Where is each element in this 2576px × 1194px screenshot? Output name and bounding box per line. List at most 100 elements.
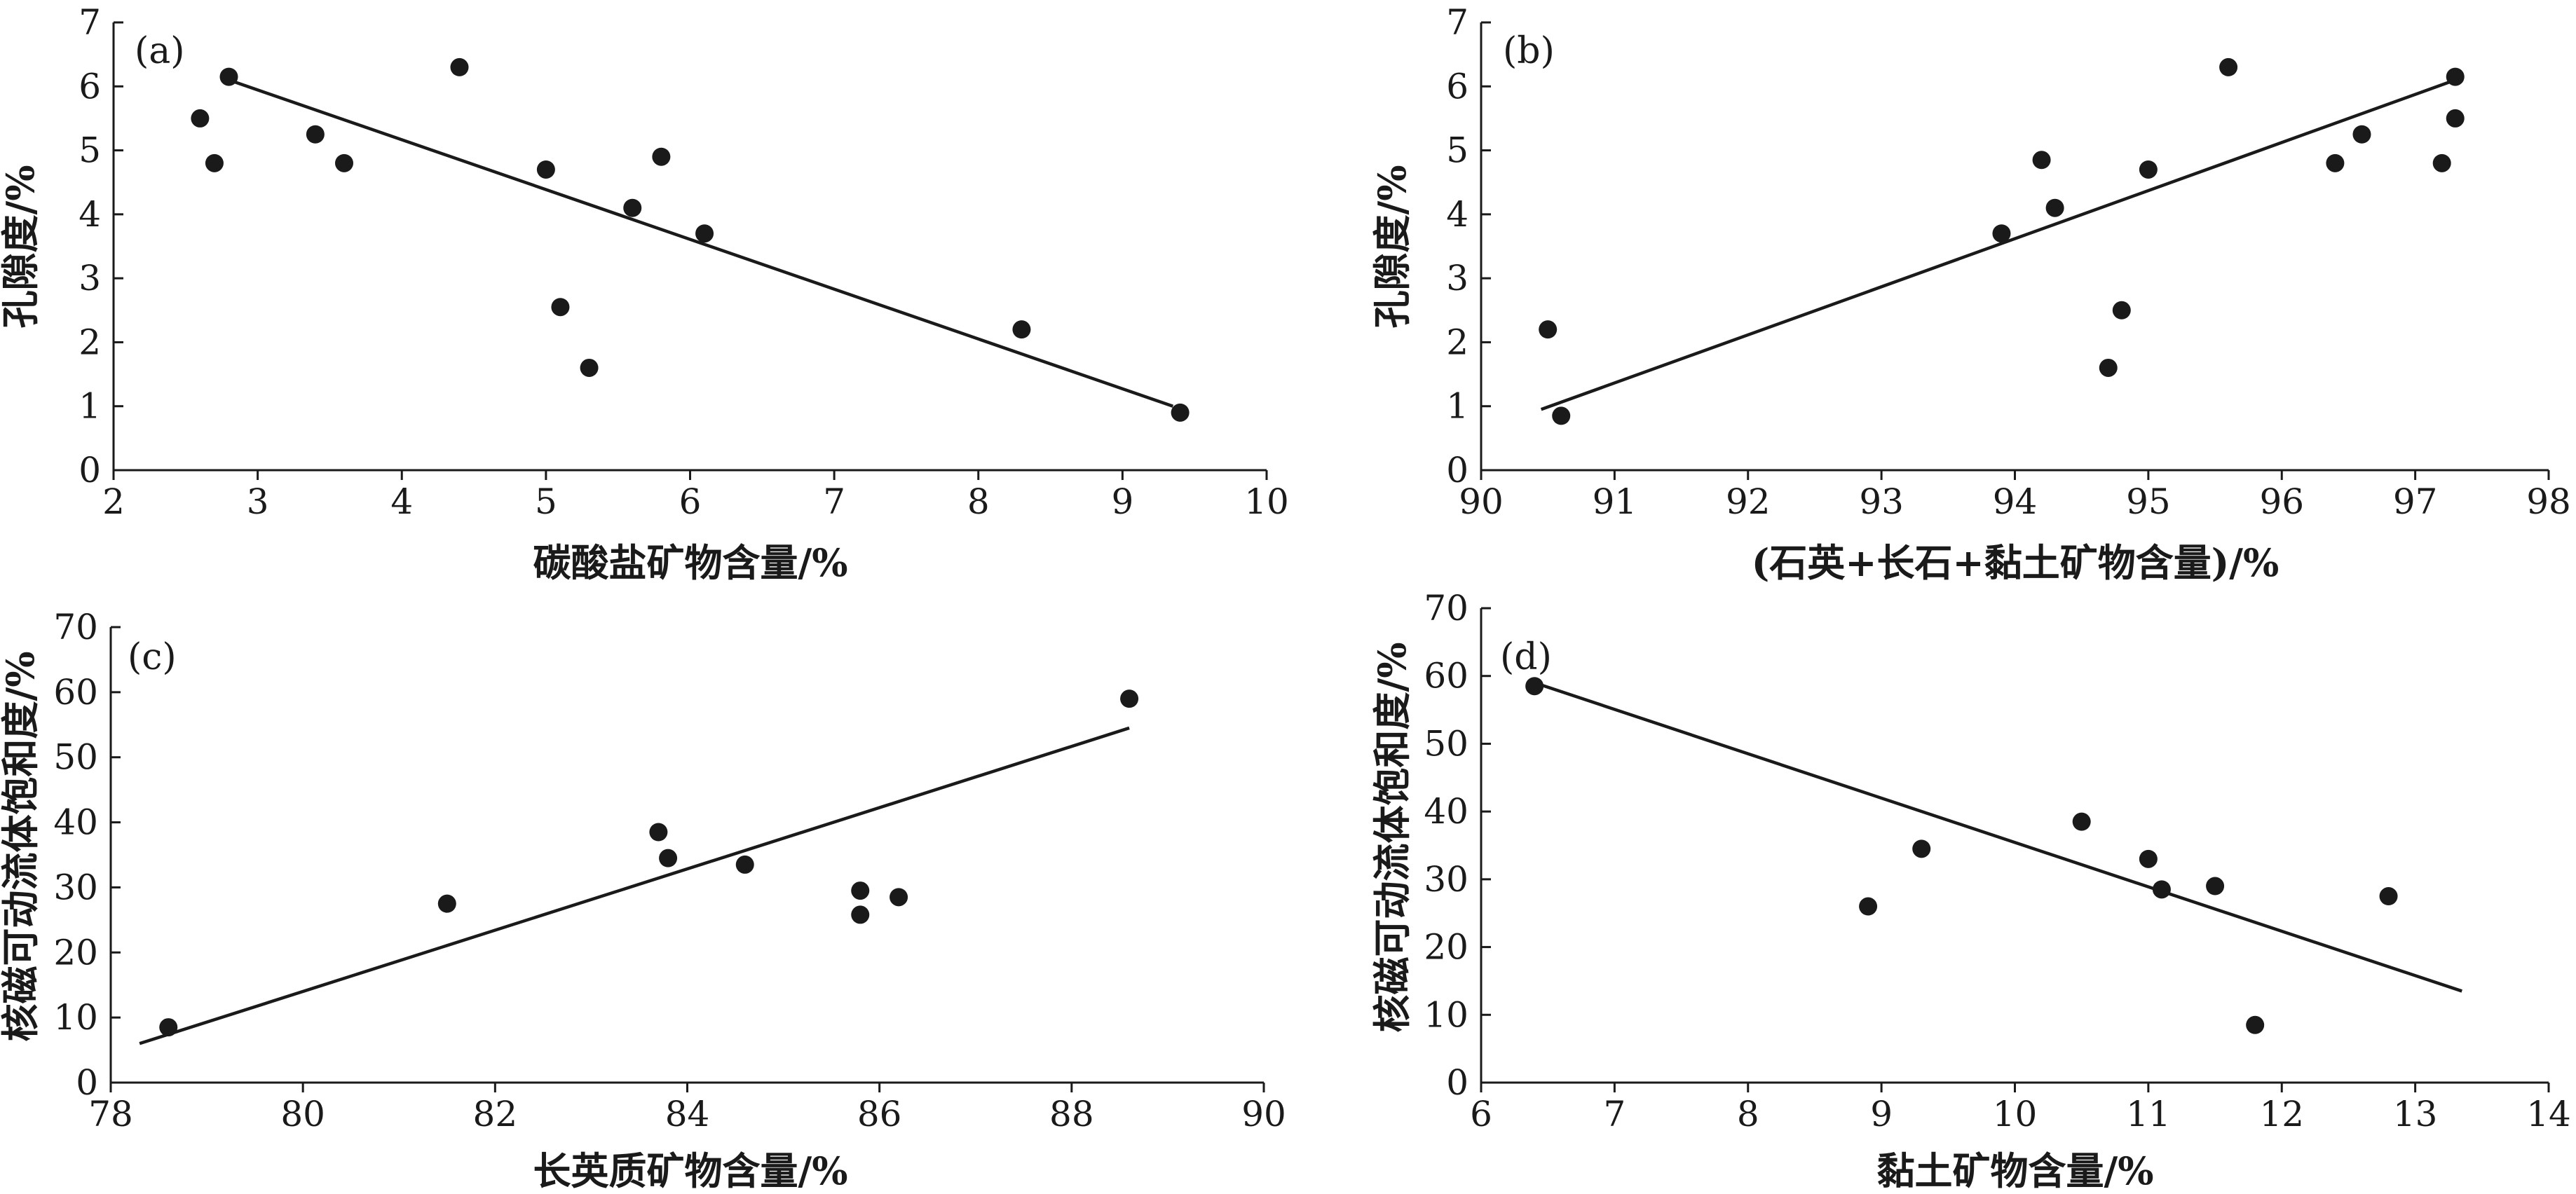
- x-tick-label: 9: [1111, 481, 1133, 522]
- x-tick-label: 6: [1470, 1094, 1492, 1134]
- data-point: [659, 849, 678, 867]
- x-tick-label: 5: [535, 481, 557, 522]
- y-tick-label: 70: [1424, 588, 1468, 629]
- x-axis-title-b: (石英+长石+黏土矿物含量)/%: [1752, 540, 2279, 585]
- data-point: [1859, 897, 1878, 916]
- data-point: [2326, 153, 2345, 172]
- x-tick-label: 8: [1737, 1094, 1759, 1134]
- data-point: [649, 823, 668, 842]
- y-tick-label: 50: [53, 737, 98, 778]
- x-axis-title-a: 碳酸盐矿物含量/%: [533, 540, 847, 585]
- data-point: [437, 894, 456, 913]
- y-tick-label: 60: [1424, 656, 1468, 696]
- x-tick-label: 7: [823, 481, 845, 522]
- data-point: [623, 198, 642, 217]
- data-point: [2152, 880, 2171, 899]
- data-point: [1912, 839, 1931, 858]
- data-point: [2045, 198, 2064, 217]
- trend-line: [1540, 78, 2456, 411]
- x-tick-label: 98: [2526, 481, 2571, 522]
- panel-label-c: (c): [128, 636, 177, 678]
- x-tick-label: 2: [102, 481, 125, 522]
- y-tick-label: 6: [1446, 66, 1468, 107]
- y-axis-title-c: 核磁可动流体饱和度/%: [0, 651, 43, 1041]
- y-tick-label: 70: [53, 607, 98, 647]
- panel-label-d: (d): [1500, 636, 1552, 678]
- data-point: [890, 888, 908, 907]
- x-tick-label: 91: [1593, 481, 1637, 522]
- y-tick-label: 10: [53, 997, 98, 1038]
- y-tick-label: 5: [79, 130, 101, 171]
- data-point: [205, 153, 224, 172]
- data-point: [851, 905, 870, 924]
- data-point: [2432, 153, 2451, 172]
- y-tick-label: 60: [53, 672, 98, 713]
- y-tick-label: 4: [1446, 194, 1468, 235]
- trend-line: [139, 726, 1130, 1045]
- x-tick-label: 7: [1603, 1094, 1626, 1134]
- data-point: [1552, 406, 1571, 425]
- y-axis-title-d: 核磁可动流体饱和度/%: [1370, 642, 1415, 1032]
- data-point: [2206, 877, 2225, 895]
- x-tick-label: 96: [2259, 481, 2304, 522]
- y-tick-label: 7: [79, 2, 101, 43]
- data-point: [2219, 57, 2238, 76]
- panel-label-a: (a): [135, 30, 185, 72]
- y-tick-label: 2: [1446, 322, 1468, 362]
- x-axis-title-c: 长英质矿物含量/%: [533, 1148, 847, 1193]
- y-tick-label: 0: [1446, 450, 1468, 490]
- panel-a: (a) 碳酸盐矿物含量/% 孔隙度/% 2 3 4 5 6 7 8 9 10 0 1 2 3 4 5 6 7: [0, 2, 1289, 585]
- y-tick-label: 5: [1446, 130, 1468, 171]
- data-point: [851, 881, 870, 900]
- x-tick-label: 92: [1726, 481, 1771, 522]
- y-axis-title-a: 孔隙度/%: [0, 165, 43, 328]
- x-tick-label: 94: [1993, 481, 2038, 522]
- data-point: [2352, 125, 2371, 144]
- y-axis-title-b: 孔隙度/%: [1370, 165, 1415, 328]
- x-tick-label: 9: [1870, 1094, 1893, 1134]
- y-tick-label: 20: [1424, 927, 1468, 968]
- data-point: [551, 298, 570, 317]
- data-point: [2446, 109, 2465, 128]
- data-point: [2379, 887, 2398, 906]
- x-tick-label: 80: [280, 1094, 325, 1134]
- data-point: [2139, 160, 2158, 179]
- data-point: [2246, 1015, 2265, 1034]
- data-point: [695, 224, 714, 243]
- data-point: [450, 57, 469, 76]
- data-point: [2139, 849, 2158, 868]
- y-tick-label: 0: [79, 450, 101, 490]
- y-tick-label: 0: [1446, 1062, 1468, 1103]
- x-tick-label: 12: [2259, 1094, 2304, 1134]
- trend-line: [1534, 681, 2462, 993]
- x-tick-label: 90: [1459, 481, 1504, 522]
- y-tick-label: 2: [79, 322, 101, 362]
- x-tick-label: 10: [1244, 481, 1289, 522]
- x-tick-label: 84: [665, 1094, 710, 1134]
- data-point: [735, 855, 754, 874]
- y-tick-label: 40: [53, 802, 98, 843]
- data-point: [1012, 320, 1031, 339]
- y-tick-label: 6: [79, 66, 101, 107]
- x-tick-label: 14: [2526, 1094, 2571, 1134]
- panel-b: (b) (石英+长石+黏土矿物含量)/% 孔隙度/% 90 91 92 93 94 95 9…: [1370, 2, 2571, 585]
- x-tick-label: 93: [1859, 481, 1904, 522]
- data-point: [2099, 358, 2118, 377]
- data-point: [2112, 301, 2131, 320]
- y-tick-label: 50: [1424, 723, 1468, 764]
- y-tick-label: 4: [79, 194, 101, 235]
- x-tick-label: 88: [1049, 1094, 1094, 1134]
- y-tick-label: 30: [1424, 859, 1468, 900]
- data-point: [2072, 812, 2091, 831]
- y-tick-label: 0: [76, 1062, 98, 1103]
- data-point: [652, 147, 671, 166]
- y-tick-label: 7: [1446, 2, 1468, 43]
- x-tick-label: 11: [2126, 1094, 2171, 1134]
- y-tick-label: 40: [1424, 791, 1468, 832]
- trend-line: [228, 78, 1174, 408]
- y-tick-label: 1: [1446, 386, 1468, 427]
- x-tick-label: 90: [1241, 1094, 1286, 1134]
- x-tick-label: 3: [247, 481, 269, 522]
- panel-c: (c) 长英质矿物含量/% 核磁可动流体饱和度/% 78 80 82 84 86 88 90…: [0, 607, 1286, 1193]
